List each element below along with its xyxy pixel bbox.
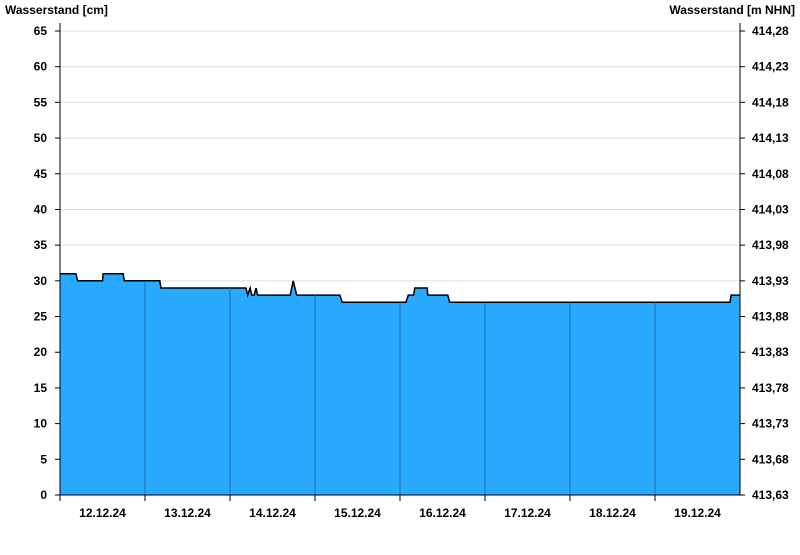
y-tick-label-right: 413,88 xyxy=(752,310,789,324)
y-tick-label-left: 20 xyxy=(34,345,48,359)
y-tick-label-left: 40 xyxy=(34,202,48,216)
y-tick-label-right: 414,13 xyxy=(752,131,789,145)
y-tick-label-left: 25 xyxy=(34,310,48,324)
y-tick-label-left: 50 xyxy=(34,131,48,145)
y-tick-label-left: 55 xyxy=(34,95,48,109)
x-tick-label: 19.12.24 xyxy=(674,506,721,520)
x-tick-label: 12.12.24 xyxy=(79,506,126,520)
y-tick-label-right: 414,18 xyxy=(752,95,789,109)
y-tick-label-left: 65 xyxy=(34,24,48,38)
x-tick-label: 18.12.24 xyxy=(589,506,636,520)
y-tick-label-right: 413,63 xyxy=(752,488,789,502)
y-tick-label-left: 60 xyxy=(34,60,48,74)
y-tick-label-right: 414,23 xyxy=(752,60,789,74)
y-axis-right-label: Wasserstand [m NHN] xyxy=(669,3,795,17)
y-tick-label-left: 15 xyxy=(34,381,48,395)
x-tick-label: 17.12.24 xyxy=(504,506,551,520)
y-tick-label-right: 414,28 xyxy=(752,24,789,38)
x-tick-label: 14.12.24 xyxy=(249,506,296,520)
y-tick-label-left: 35 xyxy=(34,238,48,252)
y-axis-left-label: Wasserstand [cm] xyxy=(5,3,108,17)
x-tick-label: 15.12.24 xyxy=(334,506,381,520)
y-tick-label-right: 413,78 xyxy=(752,381,789,395)
water-level-line xyxy=(60,272,740,304)
y-tick-label-right: 414,03 xyxy=(752,202,789,216)
y-tick-label-right: 413,73 xyxy=(752,417,789,431)
y-tick-label-left: 10 xyxy=(34,417,48,431)
y-tick-label-right: 413,93 xyxy=(752,274,789,288)
y-tick-label-left: 5 xyxy=(40,452,47,466)
y-tick-label-left: 0 xyxy=(40,488,47,502)
y-tick-label-right: 414,08 xyxy=(752,167,789,181)
x-tick-label: 13.12.24 xyxy=(164,506,211,520)
x-tick-label: 16.12.24 xyxy=(419,506,466,520)
y-tick-label-right: 413,98 xyxy=(752,238,789,252)
y-tick-label-left: 30 xyxy=(34,274,48,288)
y-tick-label-left: 45 xyxy=(34,167,48,181)
y-tick-label-right: 413,83 xyxy=(752,345,789,359)
y-tick-label-right: 413,68 xyxy=(752,452,789,466)
